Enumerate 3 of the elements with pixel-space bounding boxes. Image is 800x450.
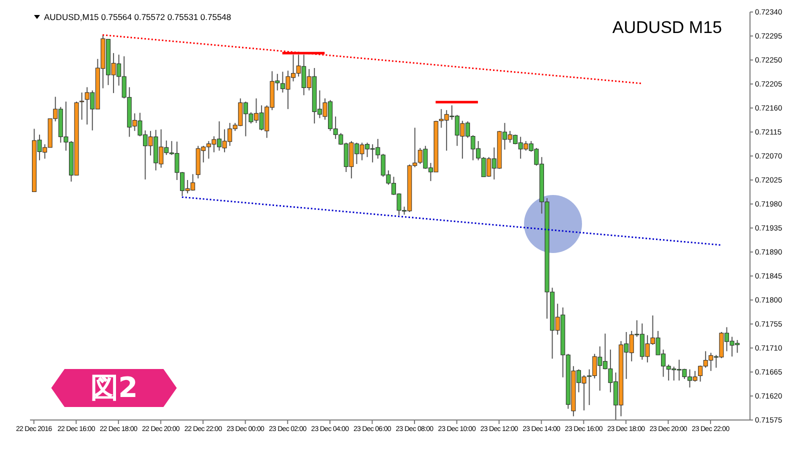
candlestick	[80, 92, 84, 120]
annotation: AUDUSD,M15 0.75564 0.75572 0.75531 0.75548	[44, 12, 232, 22]
chart-title: AUDUSD M15	[612, 18, 722, 38]
